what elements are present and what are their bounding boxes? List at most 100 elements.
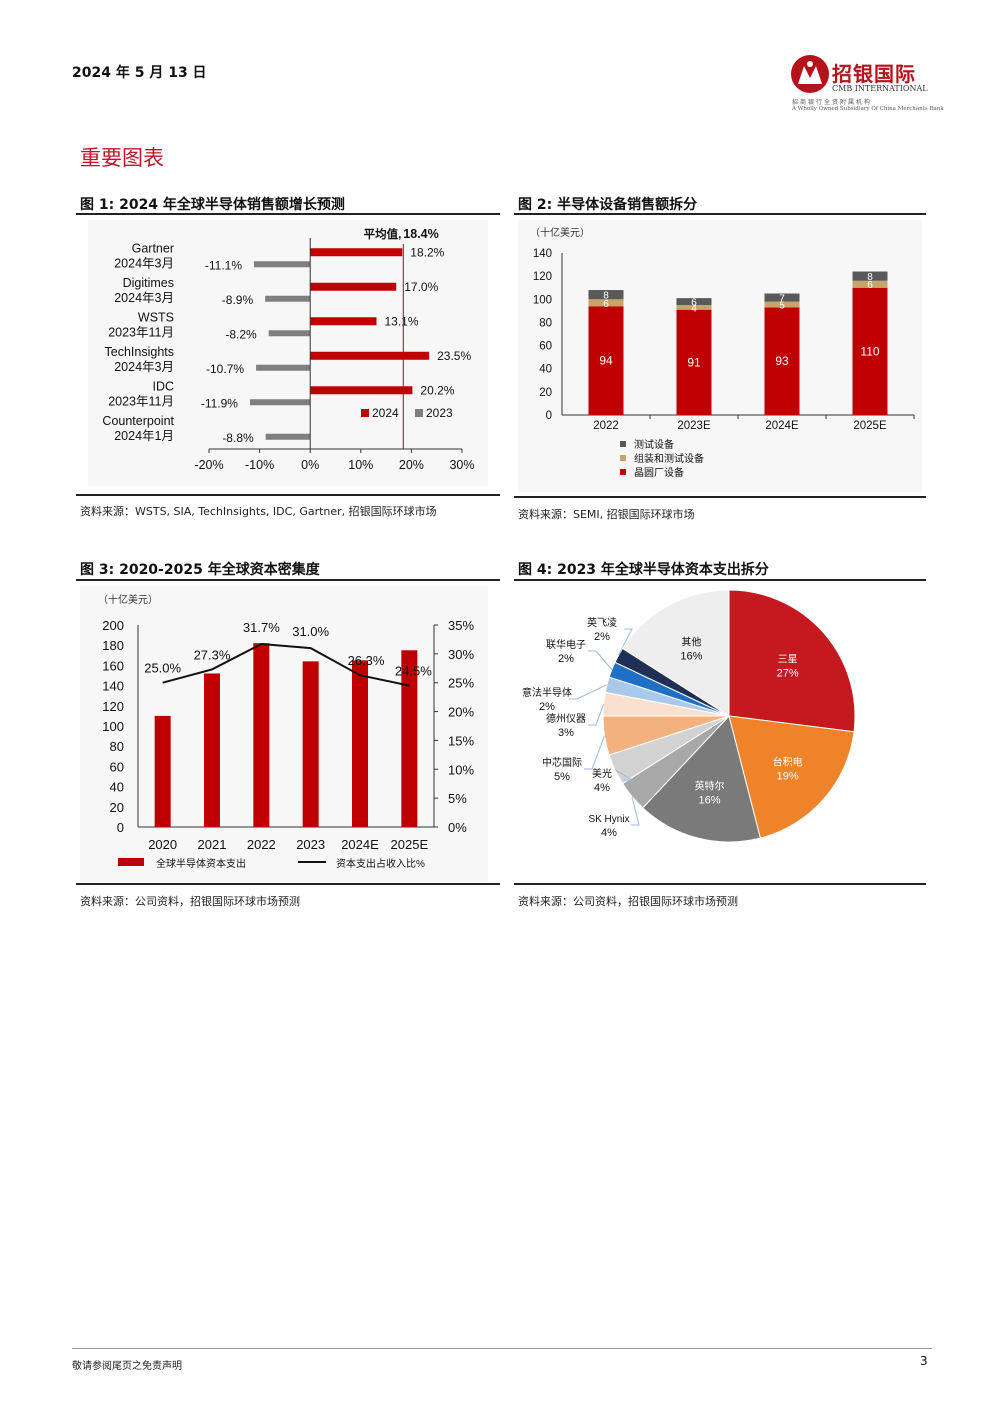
pie-slice-pct: 4% — [594, 782, 610, 794]
bar-2024-label: 17.0% — [404, 280, 438, 294]
stacked-bar-segment — [764, 307, 800, 415]
figure-1-top-rule — [76, 213, 500, 215]
capex-bar — [253, 643, 270, 827]
y-right-tick-label: 15% — [448, 733, 474, 748]
segment-value-label: 5 — [779, 300, 785, 311]
bar-2023-label: -11.9% — [201, 396, 238, 410]
stacked-bar-segment — [676, 309, 712, 415]
pie-leader-line — [588, 650, 613, 670]
x-category-label: 2025E — [391, 837, 429, 852]
figure-2-bottom-rule — [514, 496, 926, 498]
bar-2024 — [310, 248, 403, 257]
legend-capex-swatch — [118, 858, 144, 866]
y-left-tick-label: 0 — [117, 820, 124, 835]
y-tick-label: 140 — [533, 248, 552, 260]
y-right-tick-label: 0% — [448, 820, 467, 835]
pie-slice — [642, 714, 761, 843]
stacked-bar-segment — [764, 293, 800, 302]
pie-slice — [728, 715, 855, 839]
legend-ratio-label: 资本支出占收入比% — [336, 857, 425, 870]
capex-bar — [302, 661, 319, 827]
y-left-tick-label: 40 — [110, 780, 124, 795]
chart-3-background — [80, 586, 488, 882]
figure-3-source: 资料来源：公司资料，招银国际环球市场预测 — [80, 895, 300, 908]
segment-value-label: 93 — [775, 354, 789, 368]
x-category-label: 2024E — [341, 837, 379, 852]
pie-slice-label: 台积电 — [773, 756, 803, 769]
pie-slice-pct: 16% — [699, 795, 721, 807]
y-category-label: IDC — [152, 379, 174, 393]
bar-2024 — [310, 386, 413, 395]
page-number: 3 — [920, 1354, 928, 1368]
y-category-date: 2024年1月 — [114, 429, 174, 443]
pie-slice-label: 意法半导体 — [522, 686, 572, 699]
pie-slice-label: 英特尔 — [695, 780, 725, 793]
segment-value-label: 6 — [691, 298, 697, 309]
capex-bar — [204, 673, 220, 827]
bar-2024-label: 13.1% — [384, 314, 418, 328]
y-left-tick-label: 180 — [102, 638, 124, 653]
x-category-label: 2023E — [677, 420, 711, 432]
stacked-bar-segment — [764, 301, 800, 308]
legend-label: 测试设备 — [634, 438, 674, 451]
bar-2023-label: -8.8% — [222, 431, 254, 445]
stacked-bar-segment — [676, 305, 712, 310]
pie-slice-pct: 2% — [558, 653, 574, 665]
bar-2023 — [254, 261, 311, 268]
y-category-label: Gartner — [132, 241, 174, 255]
figure-2-chart: （十亿美元）0204060801001201409468202291462023… — [518, 220, 922, 492]
pie-leader-line — [584, 735, 606, 770]
stacked-bar-segment — [852, 280, 888, 288]
average-annotation-value: 18.4% — [403, 227, 438, 241]
x-tick-label: -10% — [245, 458, 274, 472]
pie-leader-line — [631, 796, 640, 826]
bar-2023-label: -10.7% — [206, 362, 244, 376]
y-left-tick-label: 80 — [110, 739, 124, 754]
bar-2023-label: -11.1% — [205, 258, 242, 272]
pie-slice — [728, 589, 856, 733]
stacked-bar-segment — [588, 290, 624, 300]
x-tick-label: 20% — [399, 458, 424, 472]
logo-english-name: CMB INTERNATIONAL — [832, 84, 928, 93]
y-right-tick-label: 20% — [448, 705, 474, 720]
logo-subtitle-cn: 招商银行全资附属机构 — [792, 99, 873, 106]
pie-slice-pct: 3% — [558, 727, 574, 739]
figure-4-source: 资料来源：公司资料，招银国际环球市场预测 — [518, 895, 738, 908]
average-annotation-label: 平均值, — [364, 227, 402, 241]
x-tick-label: 10% — [348, 458, 373, 472]
figure-4-bottom-rule — [514, 883, 926, 885]
pie-slice-label: 美光 — [592, 767, 612, 780]
pie-slice-pct: 2% — [539, 701, 555, 713]
bar-2023-label: -8.9% — [222, 293, 254, 307]
y-right-tick-label: 25% — [448, 676, 474, 691]
y-right-tick-label: 5% — [448, 791, 467, 806]
y-category-date: 2024年3月 — [114, 360, 174, 374]
pie-slice-label: 德州仪器 — [546, 712, 586, 725]
x-category-label: 2024E — [765, 420, 799, 432]
logo-name: 招银国际 — [832, 62, 916, 86]
capex-bar — [154, 715, 171, 827]
legend-swatch — [620, 455, 626, 461]
bar-2024-label: 23.5% — [437, 349, 471, 363]
figure-2-title: 图 2: 半导体设备销售额拆分 — [518, 197, 698, 213]
bar-2024 — [310, 282, 397, 291]
y-category-date: 2024年3月 — [114, 291, 174, 305]
pie-leader-line — [618, 628, 633, 656]
x-category-label: 2023 — [296, 837, 325, 852]
y-tick-label: 20 — [539, 387, 552, 399]
y-right-tick-label: 10% — [448, 762, 474, 777]
pie-leader-line — [569, 684, 608, 700]
bar-2023 — [249, 399, 311, 406]
segment-value-label: 8 — [867, 272, 873, 283]
figure-3-chart: （十亿美元） 0 20 40 60 80 100 120 140 160 180 200 0% 5% 10%… — [80, 586, 488, 882]
y-category-date: 2024年3月 — [114, 256, 174, 270]
y-left-tick-label: 160 — [102, 658, 124, 673]
bar-2024 — [310, 317, 377, 326]
figure-1-source: 资料来源：WSTS, SIA, TechInsights, IDC, Gartn… — [80, 505, 437, 518]
legend-2023-swatch — [415, 409, 423, 417]
bar-2024-label: 20.2% — [420, 383, 454, 397]
figure-3-bottom-rule — [76, 883, 500, 885]
line-value-label: 31.7% — [243, 620, 280, 635]
x-category-label: 2021 — [198, 837, 227, 852]
bar-2023 — [256, 364, 311, 371]
